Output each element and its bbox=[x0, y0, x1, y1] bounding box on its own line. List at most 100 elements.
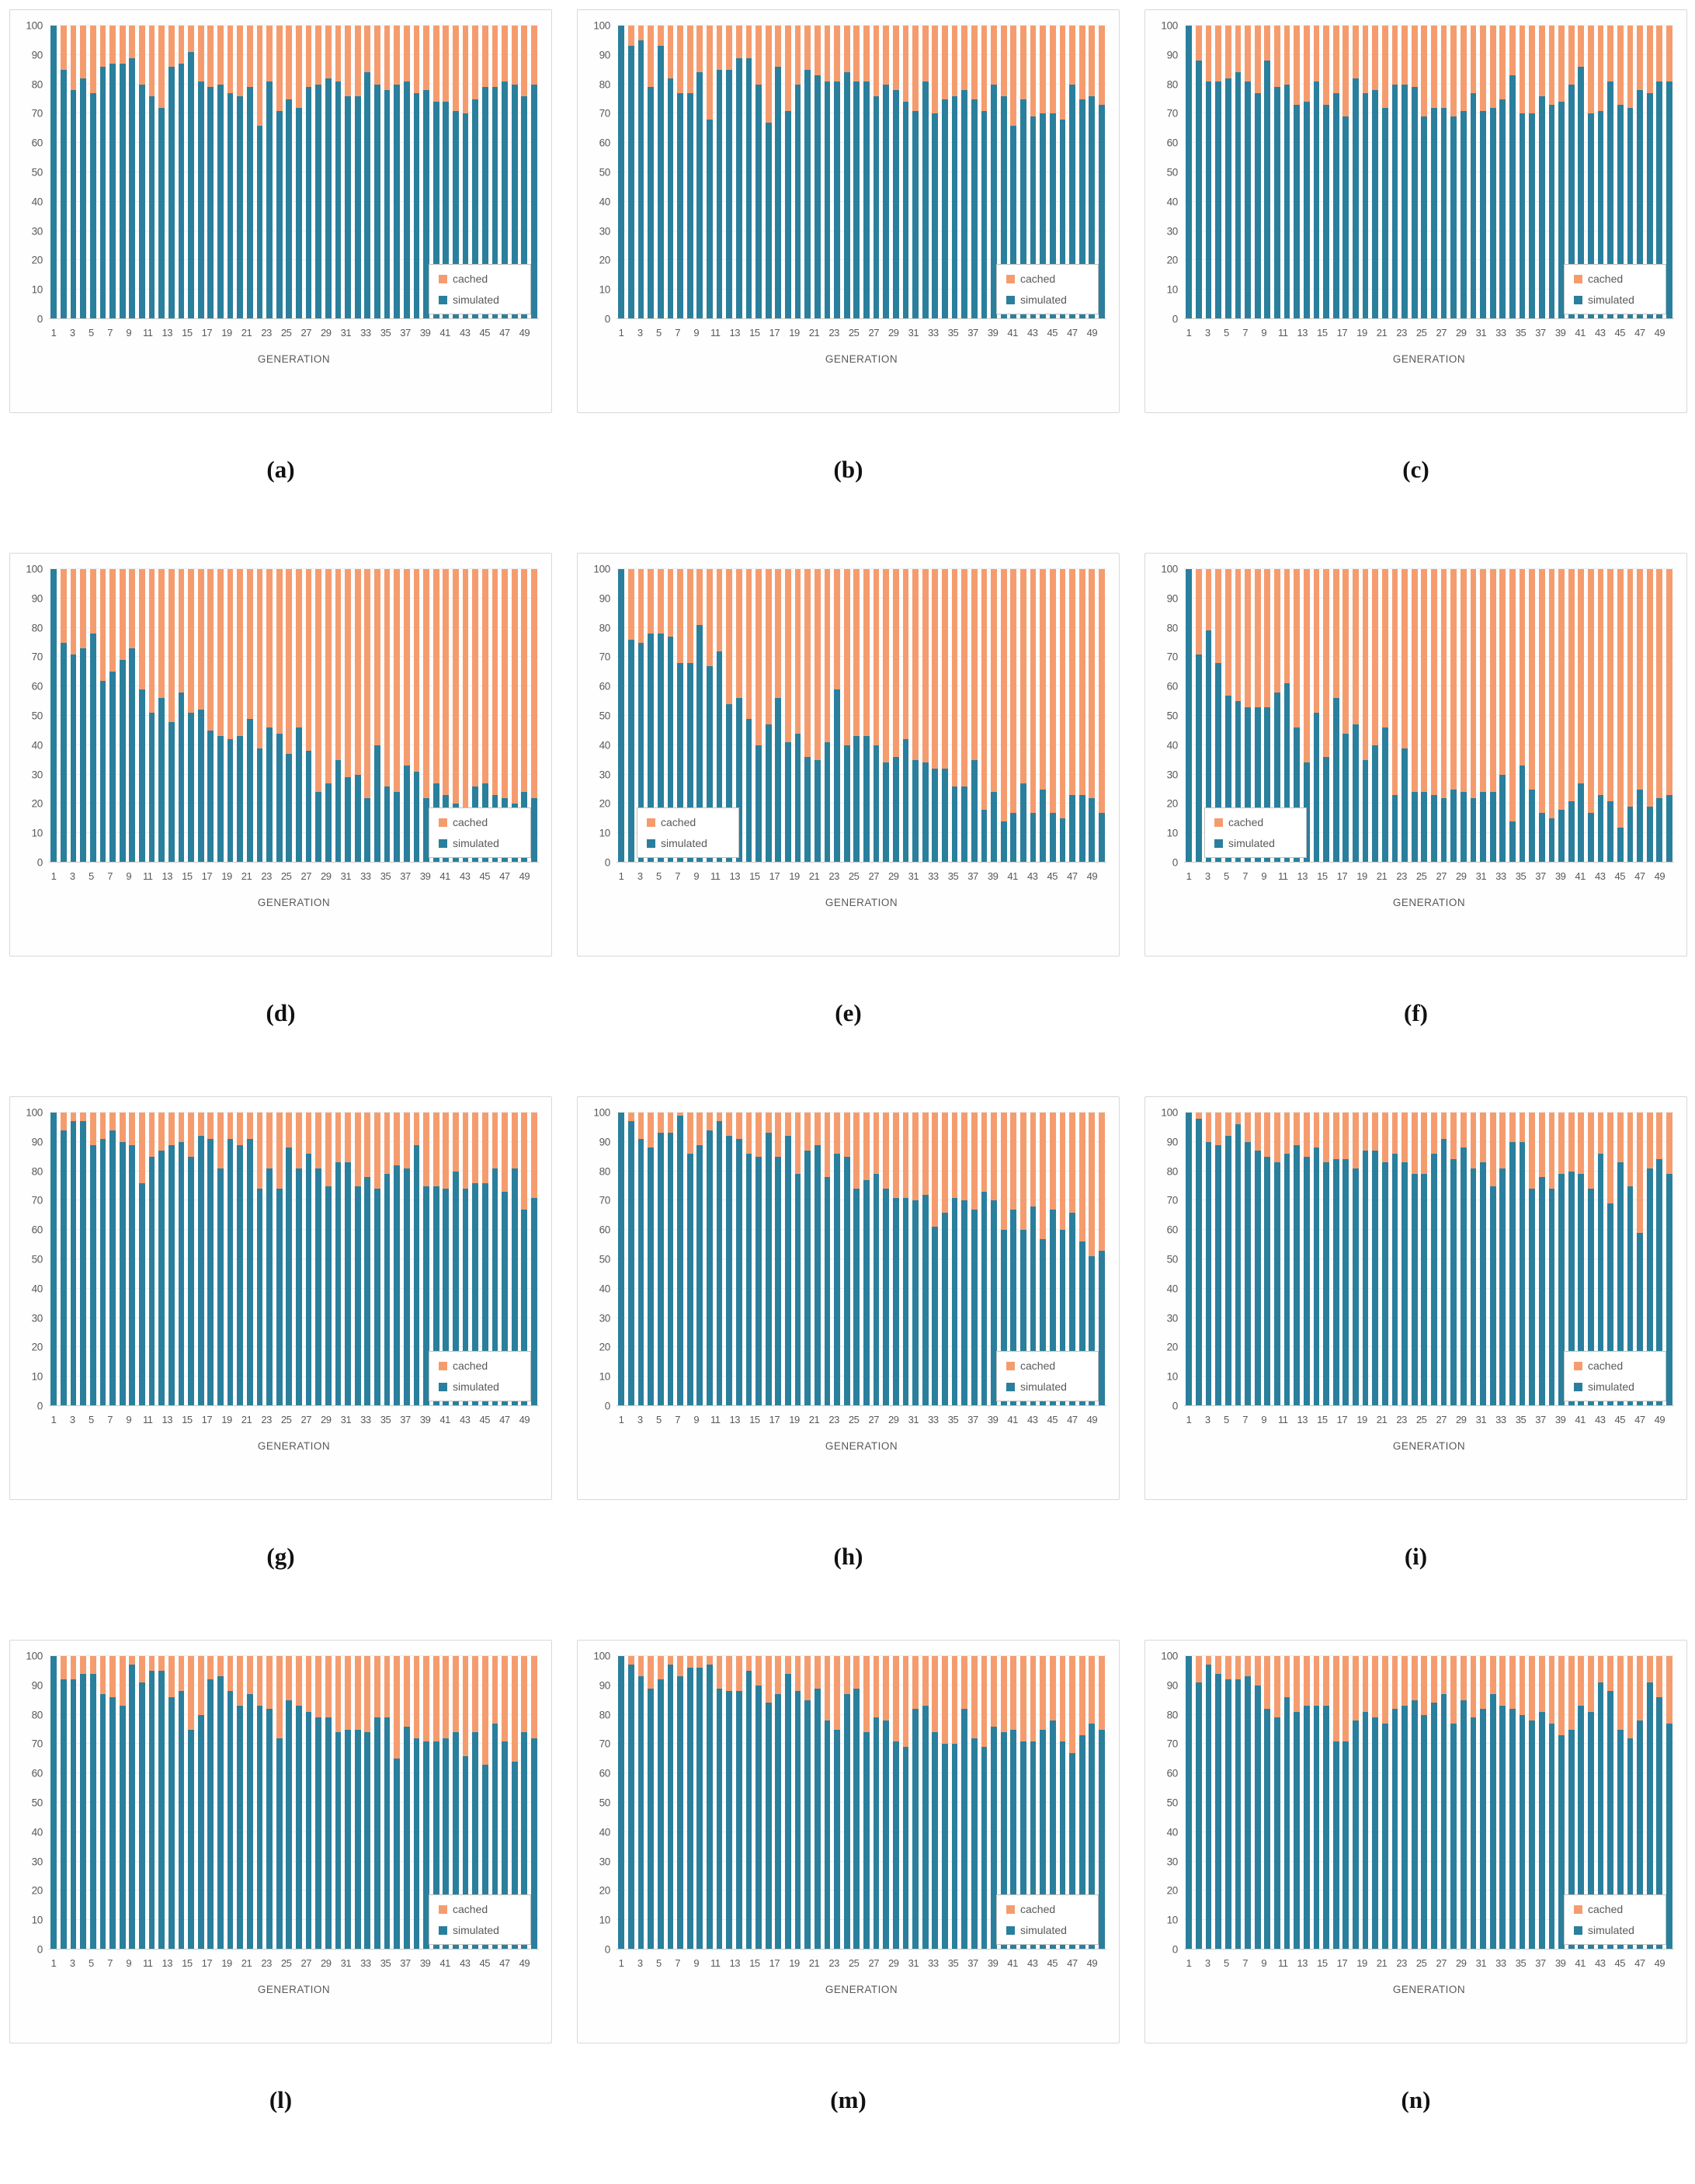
bar-slot bbox=[519, 26, 530, 319]
bar-slot bbox=[862, 569, 872, 863]
simulated-segment bbox=[472, 99, 479, 319]
cached-segment bbox=[256, 569, 263, 748]
cached-segment bbox=[1274, 1113, 1280, 1163]
gridline bbox=[49, 200, 539, 202]
simulated-segment bbox=[1059, 818, 1066, 863]
stacked-bar-gen-5 bbox=[89, 1113, 96, 1406]
simulated-segment bbox=[1656, 1696, 1663, 1950]
simulated-segment bbox=[1578, 1174, 1585, 1406]
cached-segment bbox=[1059, 569, 1066, 819]
stacked-bar-gen-19 bbox=[227, 1656, 234, 1950]
bar-slot bbox=[1068, 1656, 1078, 1950]
cached-segment bbox=[961, 569, 968, 786]
simulated-segment bbox=[1578, 1706, 1585, 1950]
bar-slot bbox=[1360, 26, 1370, 319]
x-tick-label: 31 bbox=[908, 1957, 919, 1969]
bar-slot bbox=[744, 1656, 754, 1950]
simulated-segment bbox=[628, 46, 634, 319]
cached-segment bbox=[1538, 1656, 1545, 1712]
cached-segment bbox=[109, 1656, 116, 1697]
bars-layer bbox=[1184, 1656, 1674, 1950]
stacked-bar-gen-44 bbox=[1040, 26, 1047, 319]
bar-slot bbox=[842, 26, 852, 319]
bar-slot bbox=[451, 26, 461, 319]
stacked-bar-gen-37 bbox=[1538, 569, 1545, 863]
plot-area: cached simulated bbox=[617, 1655, 1106, 1950]
stacked-bar-gen-39 bbox=[1558, 1113, 1565, 1406]
stacked-bar-gen-7 bbox=[677, 1656, 683, 1950]
stacked-bar-gen-11 bbox=[1283, 1656, 1290, 1950]
x-tick-label: 33 bbox=[1495, 870, 1506, 882]
legend-item-cached: cached bbox=[1006, 1903, 1090, 1915]
simulated-segment bbox=[1078, 99, 1085, 319]
simulated-segment bbox=[354, 774, 361, 863]
simulated-segment bbox=[804, 69, 811, 319]
bar-slot bbox=[813, 1656, 823, 1950]
stacked-bar-gen-23 bbox=[1402, 569, 1408, 863]
bar-slot bbox=[490, 1113, 500, 1406]
stacked-bar-gen-48 bbox=[1078, 26, 1085, 319]
cached-swatch-icon bbox=[1574, 274, 1582, 283]
stacked-bar-gen-28 bbox=[1450, 569, 1457, 863]
bar-slot bbox=[1233, 569, 1243, 863]
stacked-bar-gen-20 bbox=[804, 1656, 811, 1950]
bar-slot bbox=[1048, 1656, 1058, 1950]
gridline bbox=[49, 1714, 539, 1715]
simulated-segment bbox=[1402, 748, 1408, 863]
cached-segment bbox=[1597, 569, 1604, 796]
panel-label-row: (d) (e) (f) bbox=[9, 999, 1687, 1033]
simulated-segment bbox=[1646, 1168, 1653, 1406]
simulated-segment bbox=[1402, 84, 1408, 319]
stacked-bar-gen-35 bbox=[1519, 569, 1526, 863]
panel-label-d: (d) bbox=[266, 999, 296, 1026]
stacked-bar-gen-44 bbox=[1040, 569, 1047, 863]
stacked-bar-gen-29 bbox=[892, 1656, 899, 1950]
simulated-segment bbox=[1391, 84, 1398, 319]
x-tick-label: 7 bbox=[107, 1957, 113, 1969]
bar-slot bbox=[803, 1113, 813, 1406]
bar-slot bbox=[363, 1656, 373, 1950]
gridline bbox=[617, 627, 1106, 628]
stacked-bar-gen-31 bbox=[912, 1113, 919, 1406]
bar-slot bbox=[196, 26, 206, 319]
stacked-bar-gen-21 bbox=[1381, 1656, 1388, 1950]
simulated-segment bbox=[1274, 87, 1280, 319]
stacked-bar-gen-1 bbox=[1186, 569, 1193, 863]
cached-segment bbox=[1059, 1113, 1066, 1231]
bar-slot bbox=[500, 1656, 510, 1950]
bar-slot bbox=[1009, 569, 1019, 863]
x-tick-label: 39 bbox=[1554, 1413, 1566, 1425]
x-tick-label: 1 bbox=[618, 1957, 624, 1969]
bar-slot bbox=[705, 569, 715, 863]
cached-segment bbox=[1215, 1656, 1222, 1674]
stacked-bar-gen-12 bbox=[726, 1113, 733, 1406]
bar-slot bbox=[1498, 26, 1508, 319]
stacked-bar-gen-29 bbox=[892, 1113, 899, 1406]
bar-slot bbox=[1370, 569, 1381, 863]
stacked-bar-gen-18 bbox=[1353, 1656, 1359, 1950]
simulated-segment bbox=[1205, 630, 1212, 863]
cached-segment bbox=[1637, 26, 1643, 91]
simulated-segment bbox=[256, 1189, 263, 1406]
bar-slot bbox=[49, 569, 59, 863]
simulated-segment bbox=[403, 1726, 410, 1950]
simulated-segment bbox=[1294, 105, 1301, 319]
cached-segment bbox=[1617, 26, 1624, 106]
x-axis-line bbox=[617, 1949, 1106, 1950]
bar-slot bbox=[1184, 1656, 1194, 1950]
bar-slot bbox=[68, 1113, 78, 1406]
cached-segment bbox=[109, 26, 116, 64]
x-tick-label: 39 bbox=[419, 326, 431, 339]
y-tick-label: 80 bbox=[599, 622, 611, 634]
simulated-segment bbox=[1568, 1729, 1575, 1950]
stacked-bar-gen-33 bbox=[932, 26, 939, 319]
bar-slot bbox=[989, 569, 999, 863]
cached-segment bbox=[453, 569, 459, 804]
cached-segment bbox=[1224, 1113, 1231, 1137]
simulated-segment bbox=[991, 1200, 997, 1406]
bar-slot bbox=[665, 26, 676, 319]
cached-segment bbox=[843, 26, 850, 73]
simulated-segment bbox=[1588, 1189, 1594, 1406]
gridline bbox=[617, 1170, 1106, 1172]
cached-segment bbox=[1030, 1113, 1037, 1207]
